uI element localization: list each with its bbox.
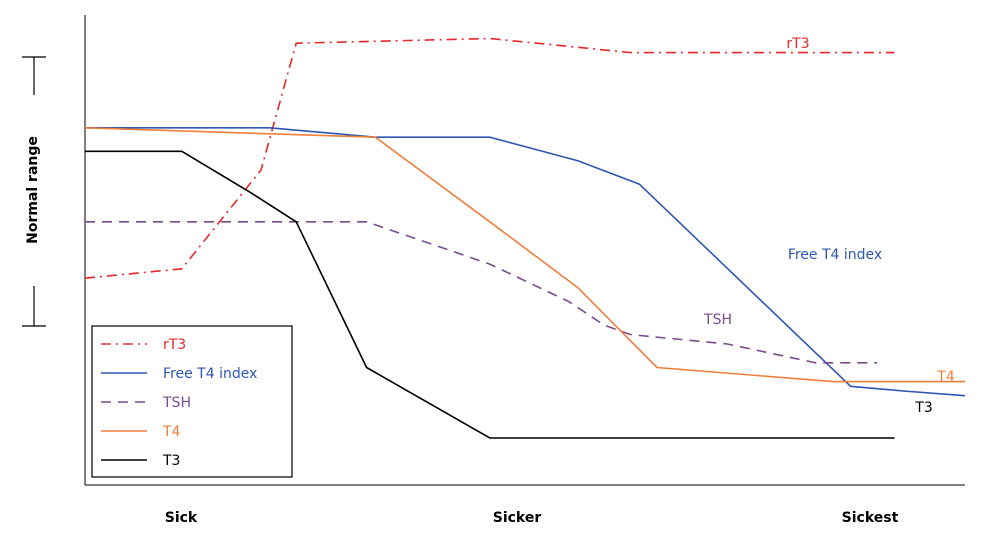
- series-line-free-t4-index: [85, 127, 966, 397]
- x-tick-label-sick: Sick: [165, 510, 198, 526]
- x-tick-label-sickest: Sickest: [842, 510, 899, 526]
- series-line-rt3: [84, 37, 895, 279]
- series-line-t4: [84, 127, 965, 383]
- legend-label-t4: T4: [162, 424, 181, 440]
- legend: rT3 Free T4 index TSH T4 T3: [91, 325, 293, 478]
- x-tick-labels: Sick Sicker Sickest: [165, 510, 899, 526]
- legend-label-rt3: rT3: [163, 337, 186, 353]
- x-tick-label-sicker: Sicker: [493, 510, 542, 526]
- series-line-tsh: [85, 221, 877, 364]
- series-layer: [84, 37, 966, 439]
- annotation-t3: T3: [914, 400, 932, 416]
- series-line-t3: [85, 150, 895, 439]
- normal-range-bracket: [22, 56, 46, 327]
- annotation-free-t4-index: Free T4 index: [788, 247, 882, 263]
- annotation-rt3: rT3: [786, 36, 809, 52]
- annotation-t4: T4: [936, 369, 955, 385]
- legend-label-free-t4-index: Free T4 index: [163, 366, 257, 382]
- legend-label-tsh: TSH: [162, 395, 191, 411]
- y-axis-label: Normal range: [25, 136, 41, 244]
- chart-axes: [84, 15, 965, 486]
- legend-label-t3: T3: [162, 453, 180, 469]
- annotation-tsh: TSH: [703, 312, 732, 328]
